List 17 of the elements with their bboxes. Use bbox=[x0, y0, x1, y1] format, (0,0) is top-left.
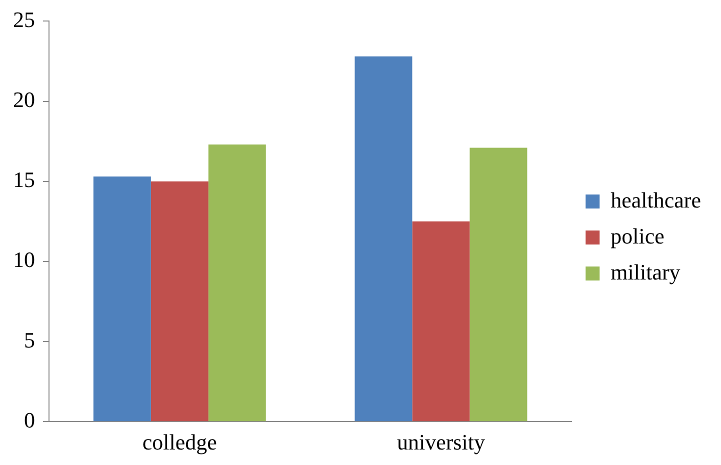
y-tick-label: 25 bbox=[13, 6, 35, 32]
bar bbox=[150, 181, 208, 422]
legend-label: healthcare bbox=[610, 187, 701, 212]
bar bbox=[412, 221, 470, 422]
legend-label: police bbox=[610, 223, 664, 248]
y-tick-label: 20 bbox=[13, 87, 35, 112]
x-tick-label: university bbox=[396, 430, 485, 455]
y-tick-label: 5 bbox=[24, 327, 35, 352]
y-tick-label: 0 bbox=[24, 407, 35, 432]
bar bbox=[470, 148, 528, 422]
bar bbox=[93, 176, 151, 422]
bar bbox=[208, 144, 266, 422]
legend-label: military bbox=[610, 259, 680, 284]
y-tick-label: 15 bbox=[13, 167, 35, 192]
x-tick-label: colledge bbox=[142, 430, 217, 455]
y-tick-label: 10 bbox=[13, 247, 35, 272]
bar bbox=[354, 56, 412, 422]
